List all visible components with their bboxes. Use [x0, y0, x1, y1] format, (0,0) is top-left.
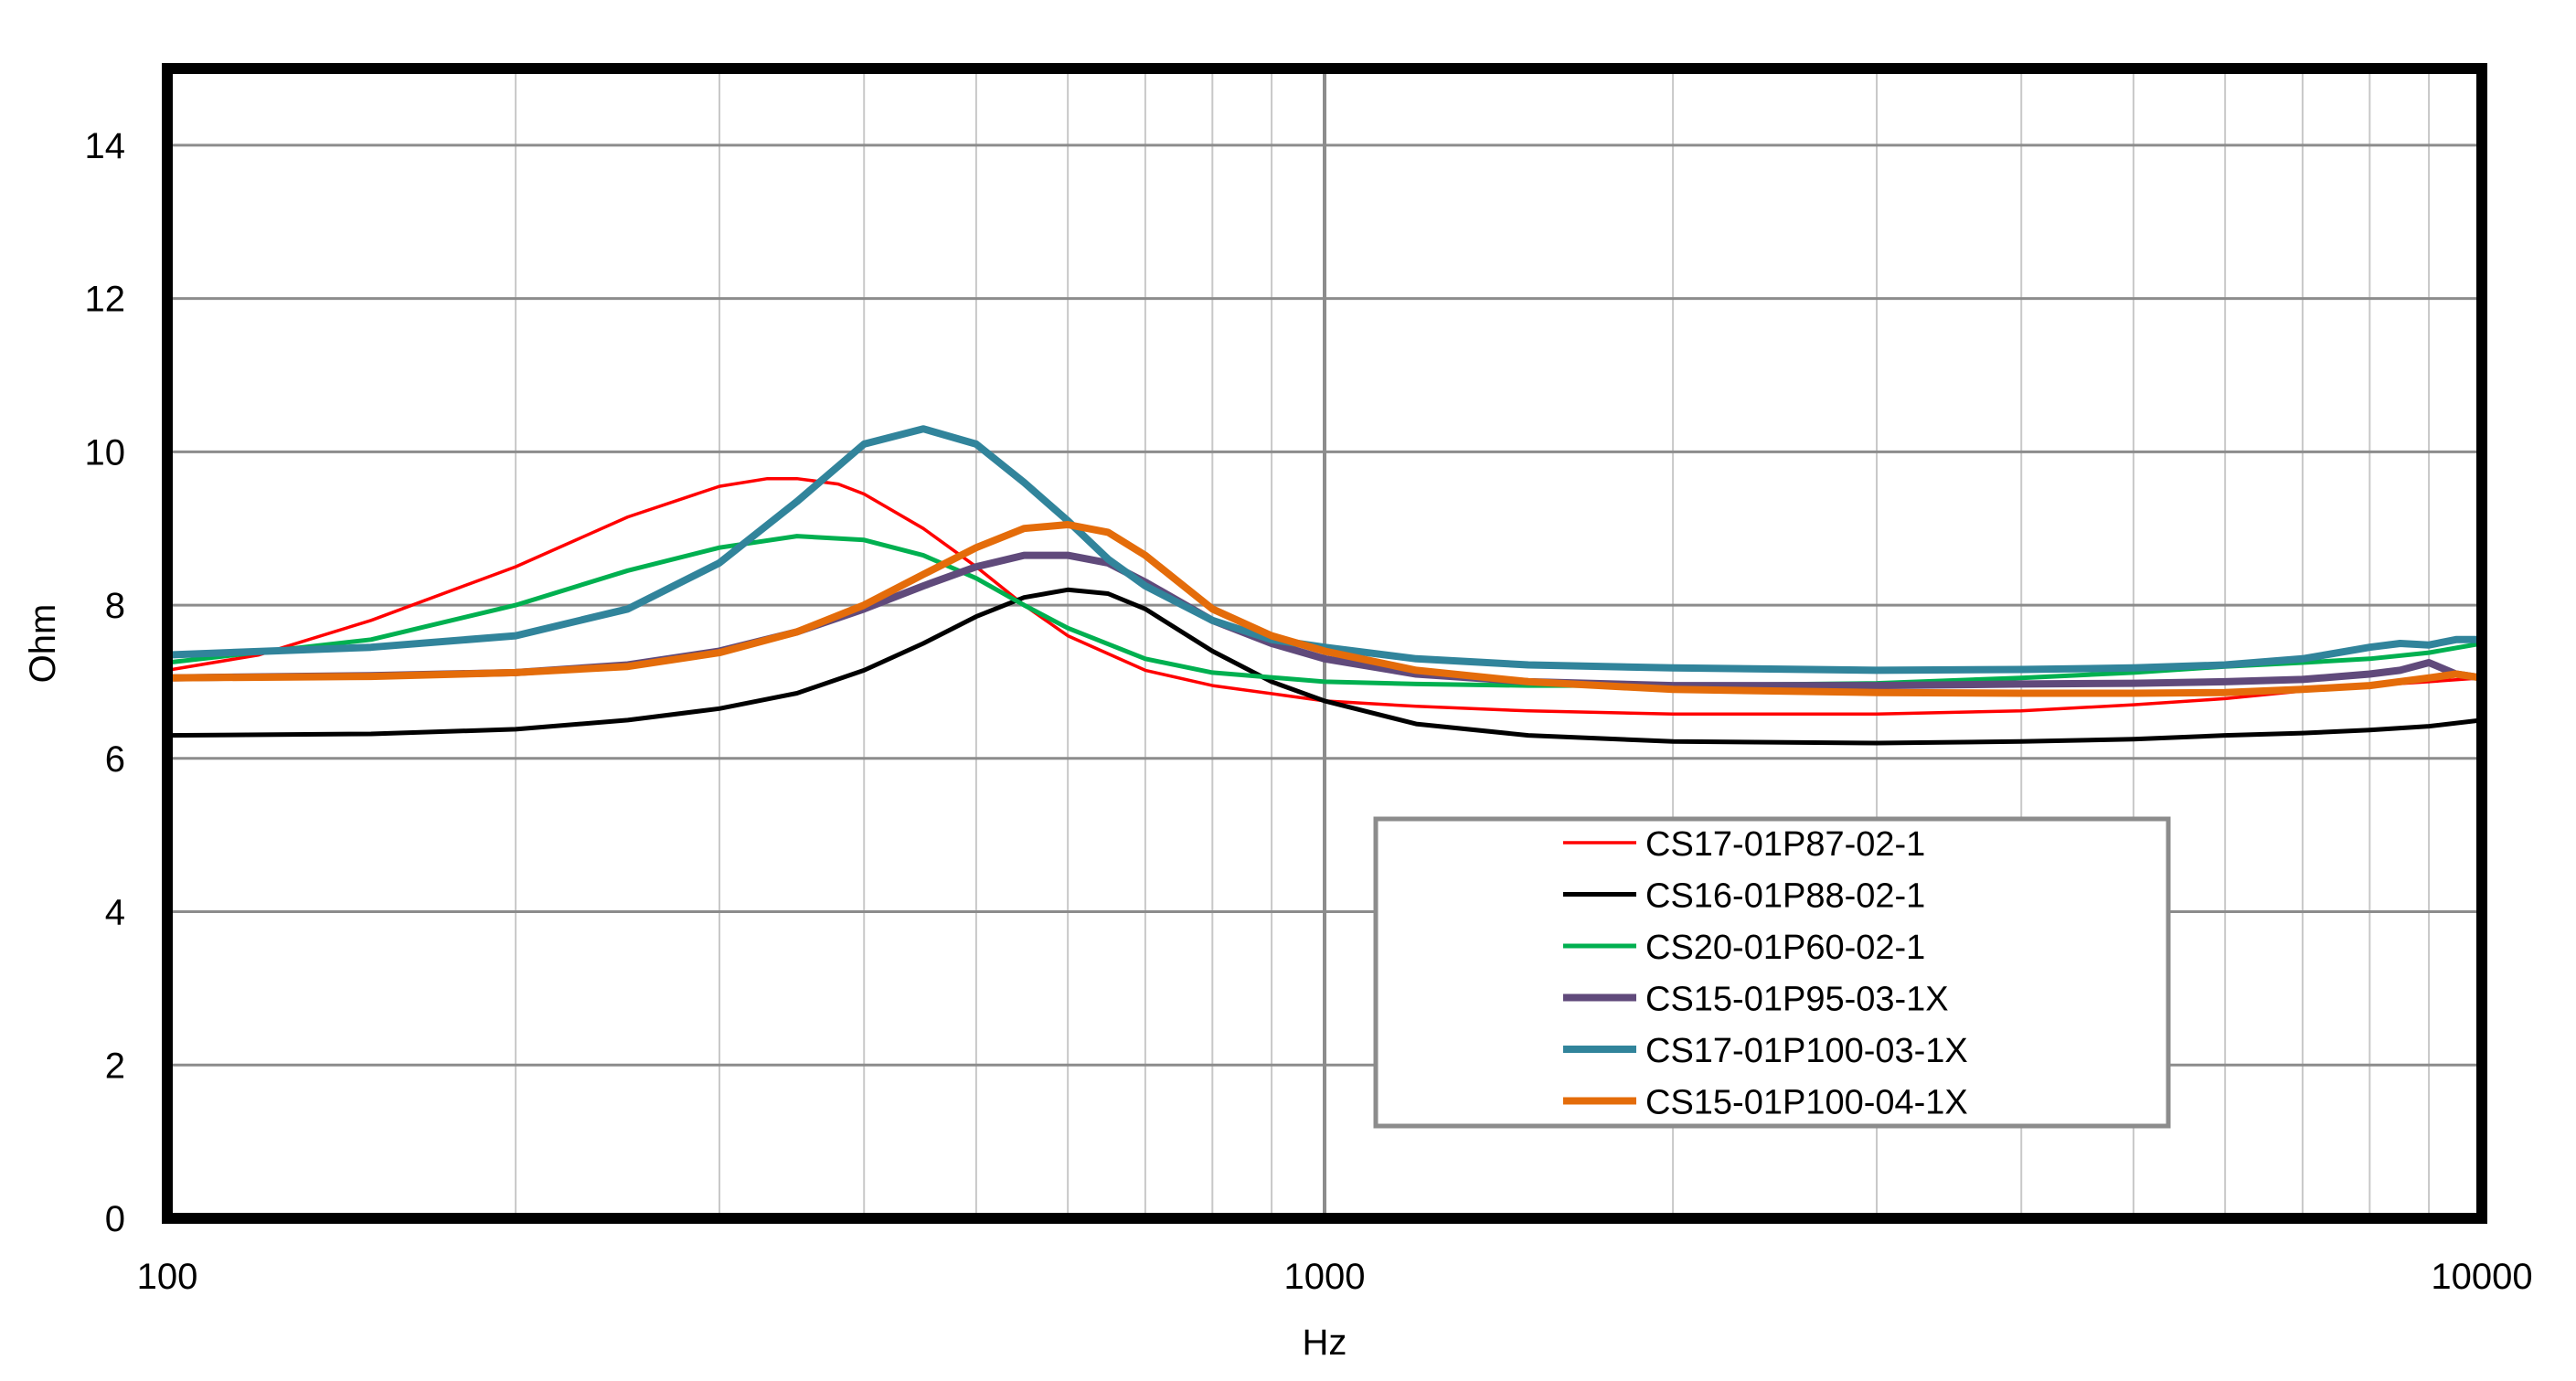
y-tick-label: 0 [105, 1199, 125, 1239]
plot-area-border [162, 63, 2487, 1224]
x-tick-label: 10000 [2431, 1257, 2532, 1297]
legend-label: CS17-01P100-03-1X [1645, 1032, 1968, 1070]
legend-label: CS16-01P88-02-1 [1645, 877, 1925, 916]
legend: CS17-01P87-02-1 CS16-01P88-02-1 CS20-01P60… [1373, 816, 2171, 1129]
x-tick-label: 100 [137, 1257, 198, 1297]
series-line-1 [165, 476, 2484, 716]
y-tick-label: 6 [105, 739, 125, 780]
y-tick-label: 14 [85, 126, 126, 166]
legend-label: CS20-01P60-02-1 [1645, 929, 1925, 967]
y-tick-label: 10 [85, 432, 126, 473]
legend-box [1373, 816, 2171, 1129]
x-tick-label: 1000 [1284, 1257, 1366, 1297]
series-line-2 [165, 587, 2485, 746]
legend-label: CS15-01P95-03-1X [1645, 981, 1949, 1019]
y-tick-label: 12 [85, 280, 126, 320]
y-tick-label: 2 [105, 1046, 125, 1086]
series-group [164, 425, 2486, 746]
y-axis-label: Ohm [23, 604, 63, 684]
y-tick-label: 8 [105, 586, 125, 626]
legend-label: CS17-01P87-02-1 [1645, 825, 1925, 864]
axis-ticks: 0 2 4 6 8 10 12 14 100 1000 10000 [85, 126, 2533, 1297]
y-tick-label: 4 [105, 893, 125, 933]
x-axis-label: Hz [1303, 1323, 1347, 1363]
legend-label: CS15-01P100-04-1X [1645, 1084, 1968, 1122]
series-line-5 [164, 425, 2486, 675]
series-line-6 [164, 521, 2486, 697]
